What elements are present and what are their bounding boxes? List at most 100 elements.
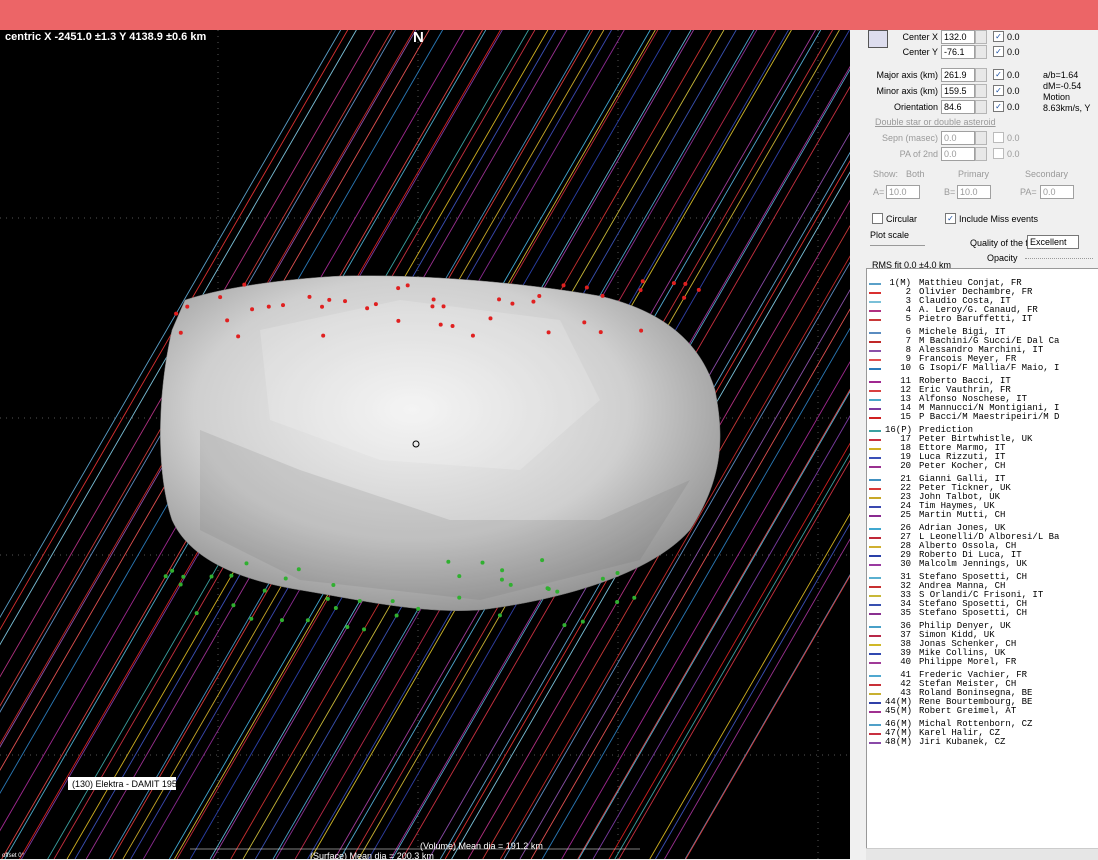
reappear-point <box>540 558 545 563</box>
chord <box>0 29 376 678</box>
observer-color <box>869 564 881 566</box>
observer-color <box>869 457 881 459</box>
observer-name: Claudio Costa, IT <box>919 296 1011 306</box>
field-input[interactable]: -76.1 <box>941 45 975 59</box>
spinner[interactable] <box>975 100 987 114</box>
observer-name: Gianni Galli, IT <box>919 474 1006 484</box>
observer-name: Andrea Manna, CH <box>919 581 1006 591</box>
disappear-point <box>682 295 687 300</box>
lock-checkbox[interactable] <box>993 132 1004 143</box>
reappear-point <box>296 567 301 572</box>
include-checkbox[interactable]: ✓ <box>945 213 956 224</box>
check-label: 0.0 <box>1007 102 1020 112</box>
observer-color <box>869 390 881 392</box>
double-title[interactable]: Double star or double asteroid <box>875 117 996 127</box>
plot-scale-label: Plot scale <box>870 230 910 240</box>
chord <box>577 388 850 859</box>
quality-label: Quality of the fit <box>970 238 1033 248</box>
spinner[interactable] <box>975 30 987 44</box>
radio-secondary[interactable]: Secondary <box>1025 169 1069 179</box>
observer-color <box>869 488 881 490</box>
spinner[interactable] <box>975 147 987 161</box>
circular-checkbox[interactable] <box>872 213 883 224</box>
observer-name: Jiri Kubanek, CZ <box>919 737 1006 747</box>
disappear-point <box>441 304 446 309</box>
observer-name: Matthieu Conjat, FR <box>919 278 1022 288</box>
spinner[interactable] <box>975 131 987 145</box>
observer-number: 37 <box>900 630 911 640</box>
b-input[interactable]: 10.0 <box>957 185 991 199</box>
observer-number: 27 <box>900 532 911 542</box>
field-input[interactable]: 84.6 <box>941 100 975 114</box>
reappear-point <box>632 595 637 600</box>
field-input[interactable]: 132.0 <box>941 30 975 44</box>
scrollbar[interactable] <box>866 848 1098 860</box>
reappear-point <box>325 596 330 601</box>
chord <box>561 361 850 859</box>
surface-diameter: (Surface) Mean dia = 200.3 km <box>310 851 434 859</box>
ratio: a/b=1.64 <box>1043 70 1079 80</box>
chord <box>0 29 396 713</box>
a-input[interactable]: 10.0 <box>886 185 920 199</box>
lock-checkbox[interactable]: ✓ <box>993 85 1004 96</box>
observer-number: 44(M) <box>885 697 913 707</box>
show-label: Show: <box>873 169 899 179</box>
observer-name: Robert Greimel, AT <box>919 706 1017 716</box>
observer-name: Roland Boninsegna, BE <box>919 688 1033 698</box>
lock-checkbox[interactable]: ✓ <box>993 31 1004 42</box>
observer-color <box>869 528 881 530</box>
reappear-point <box>209 574 214 579</box>
reappear-point <box>446 559 451 564</box>
observer-name: Rene Bourtembourg, BE <box>919 697 1033 707</box>
radio-both[interactable]: Both <box>906 169 925 179</box>
observer-number: 18 <box>900 443 911 453</box>
observer-name: A. Leroy/G. Canaud, FR <box>919 305 1038 315</box>
observer-number: 13 <box>900 394 911 404</box>
observer-color <box>869 675 881 677</box>
opacity-slider[interactable] <box>1025 258 1093 259</box>
observer-number: 29 <box>900 550 911 560</box>
lock-checkbox[interactable]: ✓ <box>993 46 1004 57</box>
observer-name: Peter Tickner, UK <box>919 483 1011 493</box>
field-label: Orientation <box>893 102 938 112</box>
coordinates: centric X -2451.0 ±1.3 Y 4138.9 ±0.6 km <box>5 31 206 43</box>
pa-input[interactable]: 0.0 <box>1040 185 1074 199</box>
disappear-point <box>373 302 378 307</box>
lock-checkbox[interactable]: ✓ <box>993 101 1004 112</box>
reappear-point <box>615 571 620 576</box>
spinner[interactable] <box>975 68 987 82</box>
observer-number: 46(M) <box>885 719 913 729</box>
chord <box>482 224 850 859</box>
chord <box>503 261 850 859</box>
lock-checkbox[interactable]: ✓ <box>993 69 1004 80</box>
field-input[interactable]: 0.0 <box>941 147 975 161</box>
lock-checkbox[interactable] <box>993 148 1004 159</box>
radio-primary[interactable]: Primary <box>958 169 989 179</box>
disappear-point <box>242 282 247 287</box>
observer-name: S Orlandi/C Frisoni, IT <box>919 590 1044 600</box>
chord <box>500 255 850 859</box>
disappear-point <box>438 322 443 327</box>
asteroid-label: (130) Elektra - DAMIT 1956 <box>72 779 182 789</box>
field-input[interactable]: 261.9 <box>941 68 975 82</box>
label-box <box>68 777 176 790</box>
disappear-point <box>598 330 603 335</box>
reappear-point <box>305 618 310 623</box>
field-input[interactable]: 0.0 <box>941 131 975 145</box>
observer-color <box>869 350 881 352</box>
check-label: 0.0 <box>1007 47 1020 57</box>
reappear-point <box>279 618 284 623</box>
fit-icon[interactable] <box>868 30 888 48</box>
check-label: 0.0 <box>1007 149 1020 159</box>
disappear-point <box>531 299 536 304</box>
spinner[interactable] <box>975 84 987 98</box>
field-input[interactable]: 159.5 <box>941 84 975 98</box>
disappear-point <box>582 320 587 325</box>
plot-area: centric X -2451.0 ±1.3 Y 4138.9 ±0.6 km … <box>0 0 850 859</box>
quality-select[interactable]: Excellent <box>1027 235 1079 249</box>
disappear-point <box>510 301 515 306</box>
spinner[interactable] <box>975 45 987 59</box>
observer-color <box>869 479 881 481</box>
observer-color <box>869 448 881 450</box>
plot-scale-slider[interactable] <box>870 245 925 246</box>
